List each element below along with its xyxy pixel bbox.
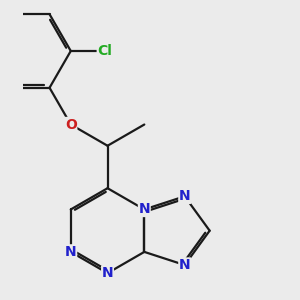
Text: N: N (102, 266, 113, 280)
Text: O: O (65, 118, 77, 131)
Text: N: N (179, 189, 190, 203)
Text: N: N (179, 258, 190, 272)
Text: N: N (139, 202, 150, 216)
Text: N: N (65, 245, 76, 259)
Text: Cl: Cl (97, 44, 112, 58)
